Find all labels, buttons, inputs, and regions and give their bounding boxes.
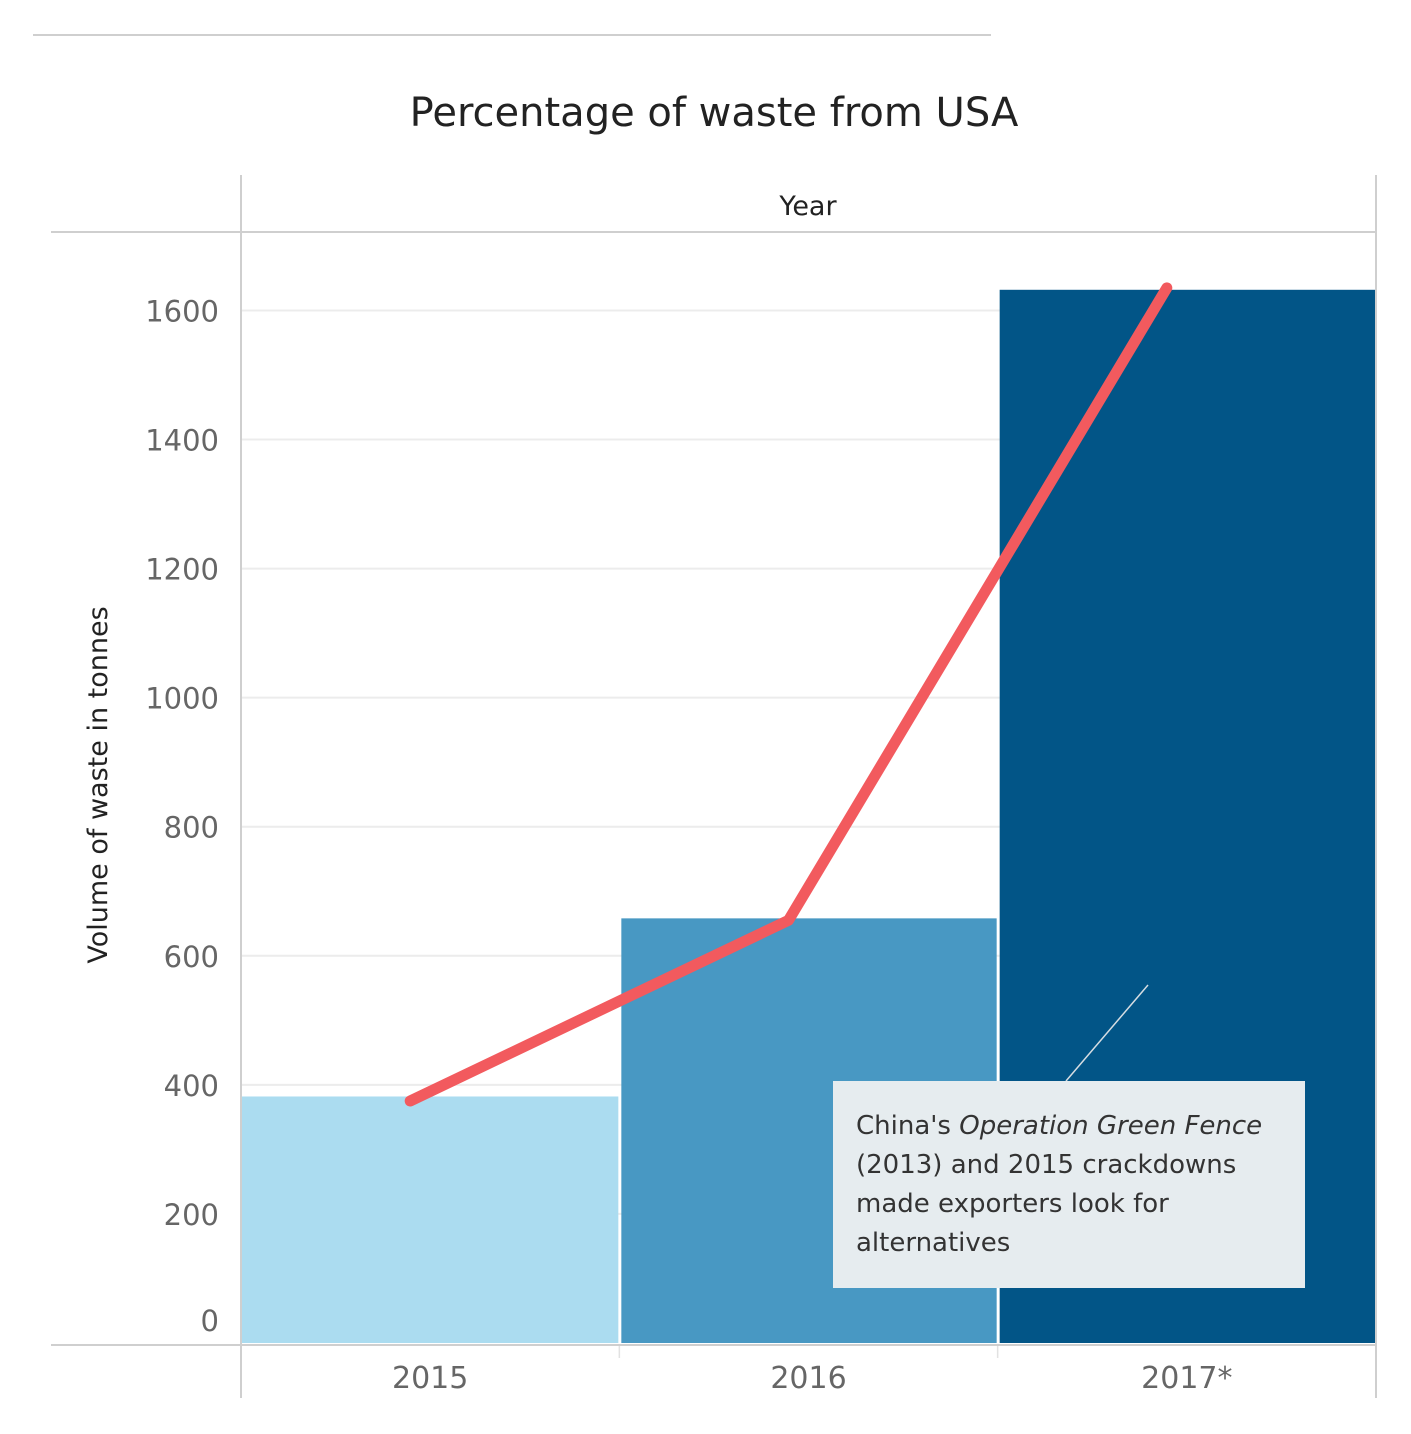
chart-title: Percentage of waste from USA — [410, 90, 1019, 136]
column-header-year: Year — [778, 191, 837, 222]
annotation-text-start: China's — [856, 1111, 960, 1141]
y-tick-label: 200 — [164, 1198, 219, 1232]
y-axis-label: Volume of waste in tonnes — [83, 606, 114, 963]
y-tick-label: 1600 — [145, 294, 219, 328]
annotation-text-end: (2013) and 2015 crackdowns made exporter… — [856, 1150, 1237, 1258]
x-ticks: 2015 2016 2017* — [392, 1346, 1233, 1396]
x-tick-label: 2016 — [770, 1361, 846, 1396]
annotation-box: China's Operation Green Fence (2013) and… — [833, 1081, 1305, 1288]
x-tick-label: 2015 — [392, 1361, 468, 1396]
y-tick-label: 1200 — [145, 553, 219, 587]
bar-2015 — [242, 1096, 619, 1343]
x-tick-label: 2017* — [1141, 1361, 1232, 1396]
top-divider — [33, 34, 991, 36]
y-tick-label: 600 — [164, 940, 219, 974]
annotation-connector — [1065, 984, 1149, 1082]
y-tick-label: 400 — [164, 1069, 219, 1103]
y-tick-label: 1000 — [145, 682, 219, 716]
y-tick-label: 800 — [164, 811, 219, 845]
y-tick-label: 1400 — [145, 424, 219, 458]
y-tick-label: 0 — [201, 1304, 219, 1338]
y-ticks: 0 200 400 600 800 1000 1200 1400 1600 — [145, 294, 219, 1338]
annotation-text-italic: Operation Green Fence — [959, 1111, 1263, 1141]
trend-line — [404, 282, 1173, 1107]
